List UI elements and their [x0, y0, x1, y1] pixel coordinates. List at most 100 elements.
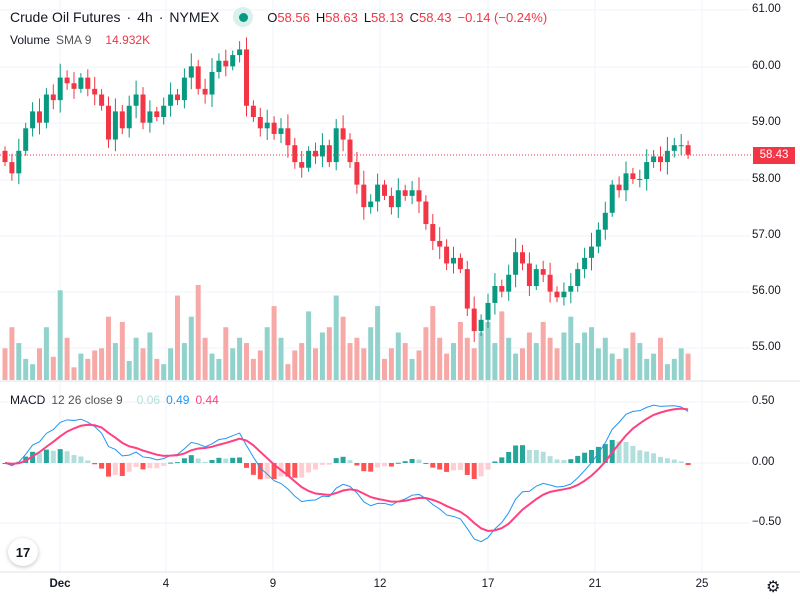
macd-histogram-bar [630, 445, 636, 463]
volume-bar [658, 337, 663, 380]
macd-histogram-bar [168, 462, 174, 464]
volume-bar [589, 327, 594, 380]
candle-body [85, 77, 91, 89]
macd-tick: −0.50 [752, 516, 782, 528]
macd-histogram-bar [71, 455, 77, 463]
volume-bar [257, 350, 263, 380]
volume-value: 14.932K [105, 33, 151, 47]
candle-body [547, 274, 553, 292]
macd-histogram-bar [202, 461, 208, 463]
candle-body [278, 128, 284, 134]
candle-body [119, 111, 125, 129]
time-tick: Dec [49, 578, 71, 590]
price-tick: 58.00 [752, 173, 781, 185]
candle-body [382, 184, 387, 196]
candle-body [168, 94, 174, 106]
macd-histogram-bar [430, 463, 436, 468]
volume-bar [230, 348, 236, 380]
macd-histogram-bar [526, 449, 532, 463]
volume-bar [595, 348, 601, 380]
symbol-name[interactable]: Crude Oil Futures [10, 9, 121, 25]
macd-tick: 0.00 [752, 456, 775, 468]
volume-legend[interactable]: Volume SMA 9 14.932K [10, 33, 151, 47]
candle-body [161, 105, 167, 118]
volume-bar [388, 348, 394, 380]
candle-body [340, 128, 346, 140]
macd-histogram-bar [223, 458, 229, 463]
macd-histogram-bar [478, 463, 484, 477]
candle-body [216, 60, 222, 72]
time-tick: 4 [162, 578, 170, 590]
volume-bar [526, 332, 532, 380]
macd-histogram-bar [140, 463, 146, 470]
volume-bar [347, 343, 353, 380]
volume-bar [623, 348, 629, 380]
candle-body [175, 94, 180, 101]
macd-histogram-bar [106, 463, 111, 477]
candle-body [361, 184, 367, 208]
candle-body [223, 60, 229, 67]
macd-legend[interactable]: MACD 12 26 close 9 0.06 0.49 0.44 [10, 393, 219, 407]
macd-histogram-bar [471, 463, 477, 480]
macd-histogram-bar [126, 463, 132, 472]
macd-histogram-bar [78, 456, 84, 463]
market-status-icon[interactable] [233, 7, 254, 27]
candle-body [402, 190, 408, 196]
volume-bar [2, 348, 8, 380]
volume-bar [64, 337, 70, 380]
macd-histogram-bar [161, 463, 167, 466]
candle-body [464, 269, 470, 309]
macd-histogram-bar [464, 463, 470, 475]
macd-histogram-bar [209, 460, 215, 463]
macd-histogram-bar [99, 463, 105, 469]
candle-body [637, 178, 643, 180]
volume-bar [264, 327, 270, 380]
candle-body [326, 145, 332, 163]
macd-histogram-bar [395, 462, 401, 464]
tradingview-logo[interactable]: 17 [8, 538, 38, 566]
volume-bar [678, 348, 684, 380]
volume-bar [99, 348, 105, 380]
macd-histogram-bar [561, 460, 567, 463]
volume-bar [637, 343, 643, 380]
candle-body [457, 257, 463, 270]
candle-body [43, 94, 49, 123]
candle-body [568, 286, 574, 292]
volume-bar [520, 348, 525, 380]
candle-body [112, 111, 118, 140]
macd-histogram-bar [181, 458, 187, 463]
volume-bar [664, 364, 670, 380]
macd-histogram-bar [250, 463, 256, 475]
candle-body [57, 77, 63, 101]
volume-bar [644, 358, 650, 380]
candle-body [92, 88, 98, 95]
macd-histogram-bar [37, 452, 42, 463]
candle-body [50, 94, 56, 101]
price-tick: 59.00 [752, 116, 781, 128]
candle-body [451, 257, 456, 264]
candle-body [71, 83, 77, 89]
macd-histogram-bar [347, 460, 353, 463]
macd-histogram-bar [244, 463, 249, 468]
volume-bar [361, 348, 367, 380]
volume-bar [492, 343, 498, 380]
macd-histogram-bar [85, 460, 91, 463]
volume-bar [244, 343, 249, 380]
macd-histogram-bar [409, 458, 415, 463]
candle-body [409, 190, 415, 196]
volume-bar [43, 327, 49, 380]
candle-body [664, 150, 670, 163]
macd-histogram-bar [664, 458, 670, 463]
candle-body [257, 117, 263, 129]
volume-bar [602, 337, 608, 380]
volume-bar [575, 343, 581, 380]
candle-body [2, 150, 8, 163]
volume-bar [457, 321, 463, 380]
macd-histogram-bar [595, 446, 601, 463]
macd-histogram-bar [237, 457, 243, 463]
gear-icon[interactable]: ⚙ [766, 579, 781, 596]
macd-histogram-bar [175, 462, 180, 464]
candle-body [299, 162, 305, 168]
candle-body [658, 156, 663, 163]
